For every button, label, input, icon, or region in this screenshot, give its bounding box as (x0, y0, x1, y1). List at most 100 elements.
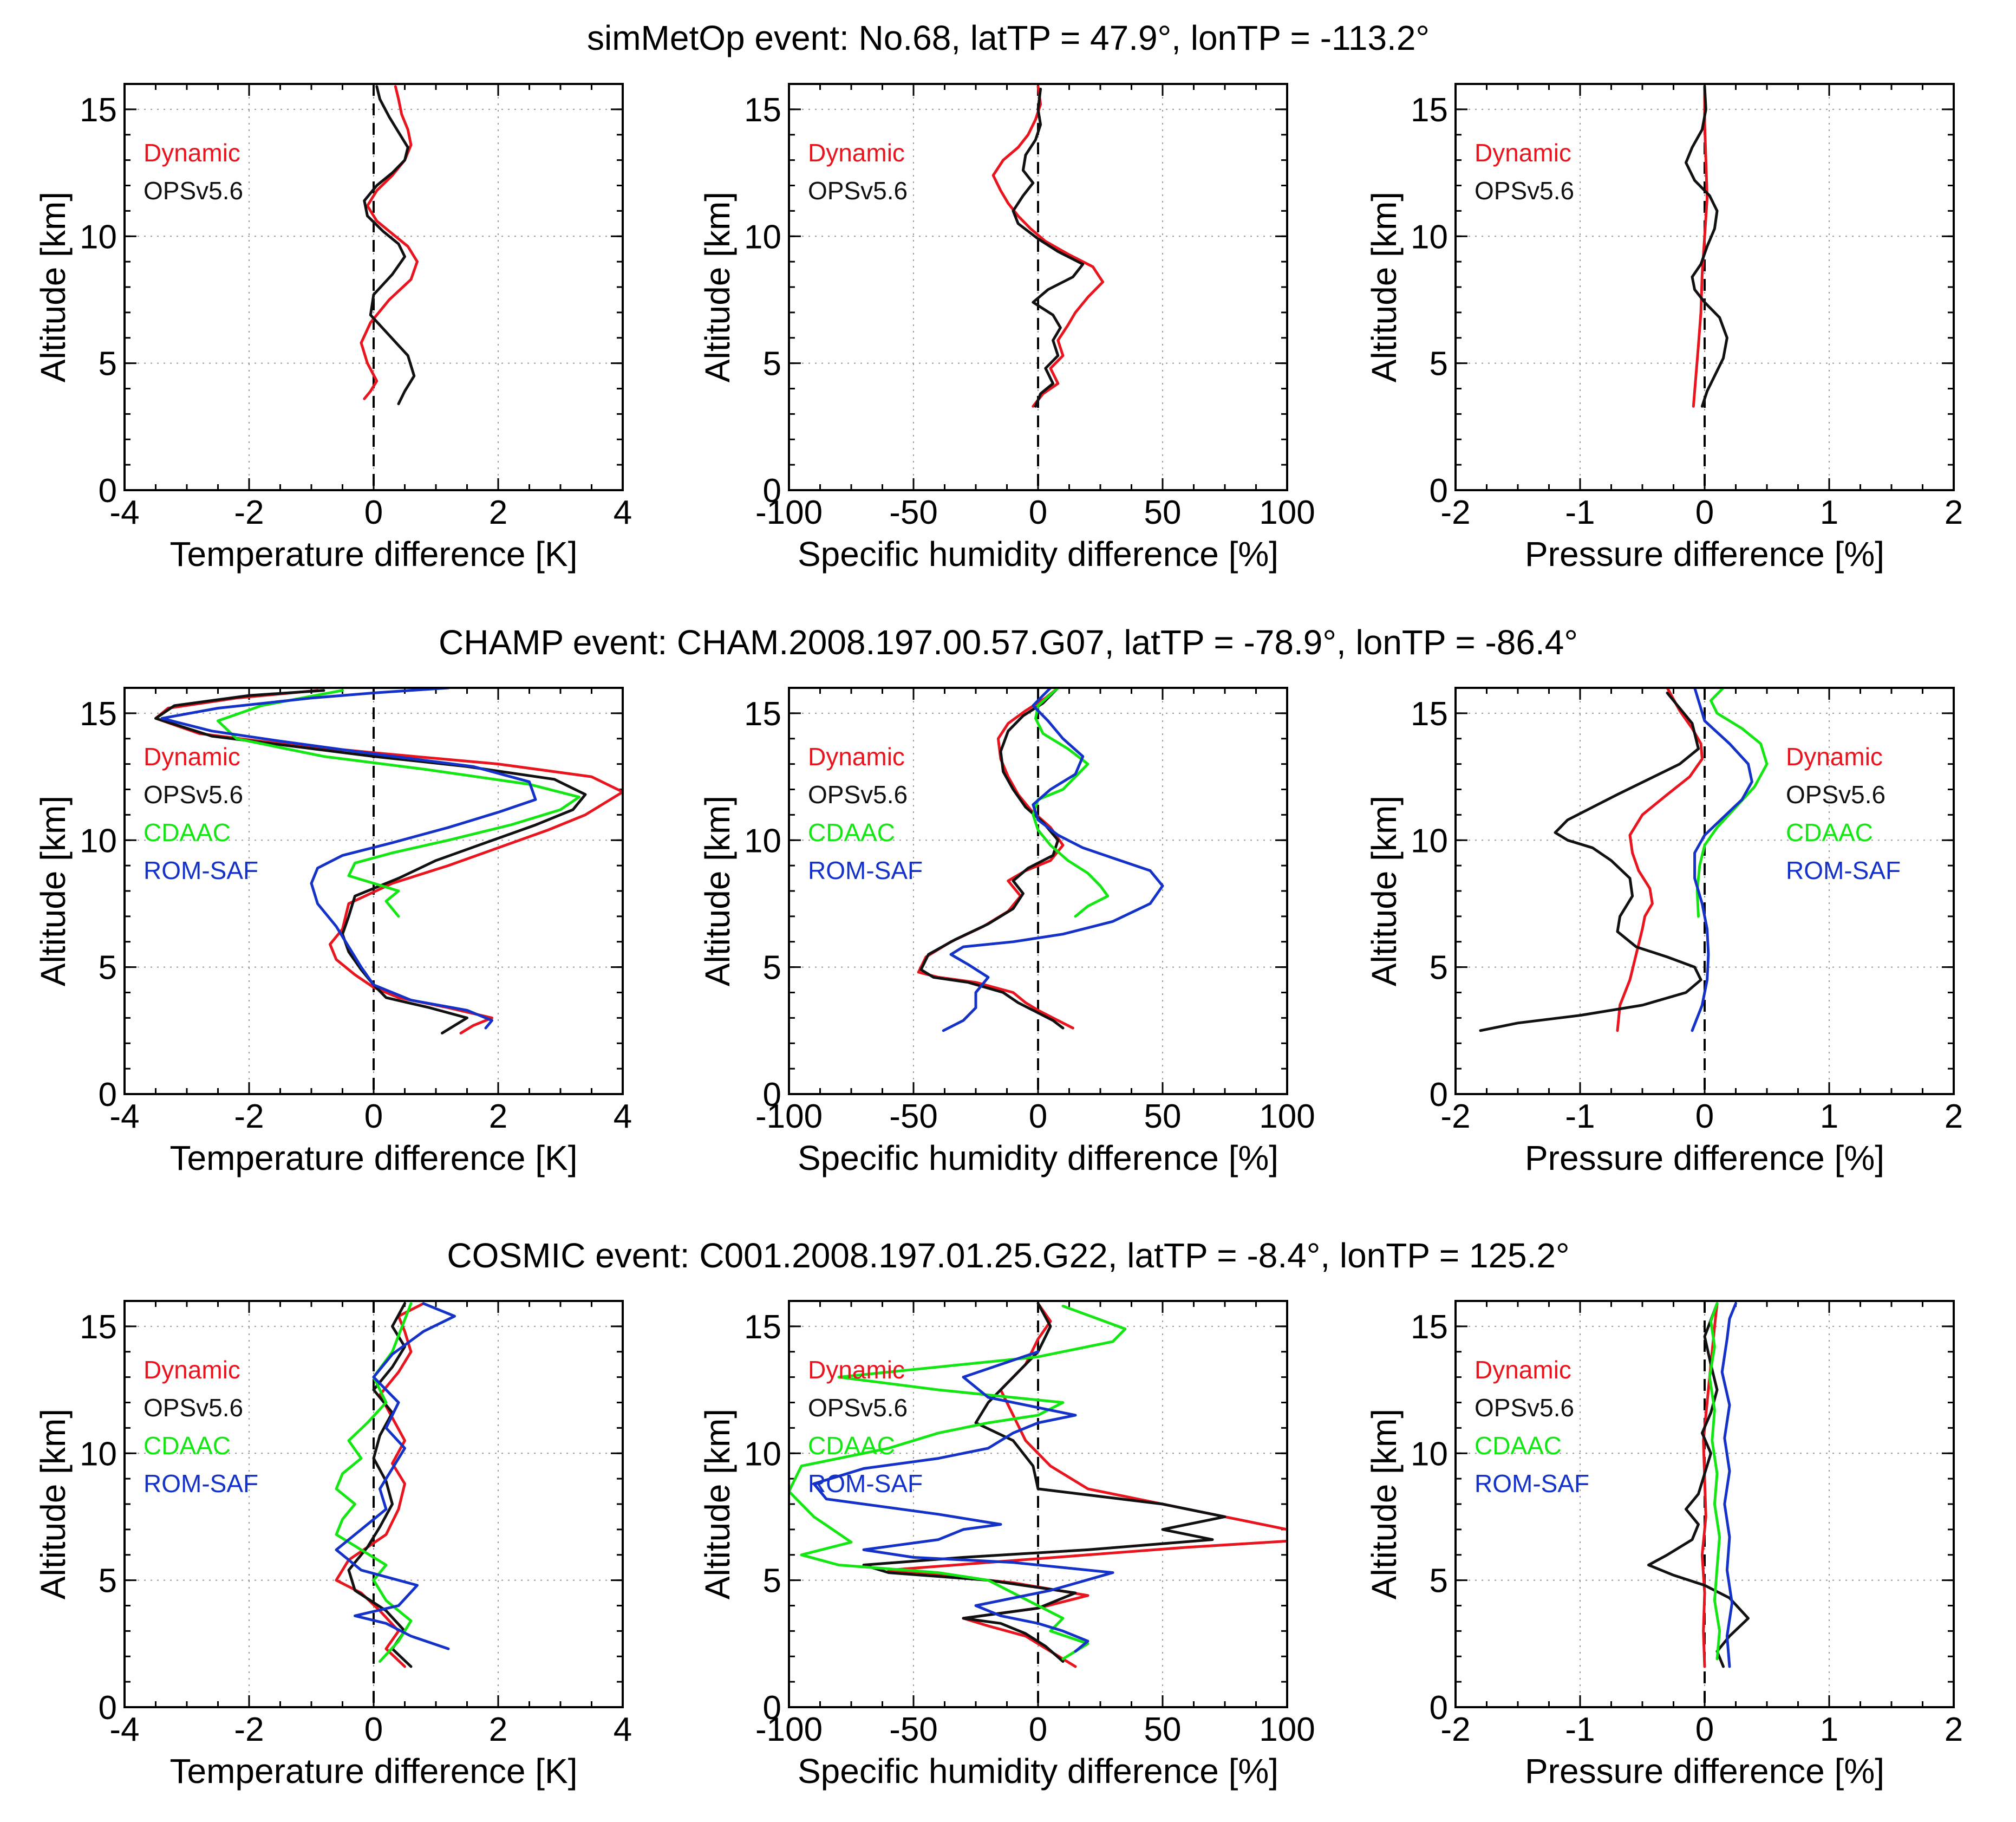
x-tick-label: -2 (234, 494, 264, 531)
y-tick-label: 0 (99, 1689, 117, 1727)
y-axis-label: Altitude [km] (34, 1409, 73, 1599)
series-line-opsv5-6 (154, 689, 587, 1034)
x-tick-label: -1 (1565, 1098, 1595, 1135)
row-title-cosmic: COSMIC event: C001.2008.197.01.25.G22, l… (447, 1236, 1569, 1275)
x-tick-label: 0 (1029, 494, 1047, 531)
y-tick-label: 15 (80, 695, 117, 733)
series-group (1685, 85, 1728, 408)
x-tick-label: 100 (1259, 1711, 1315, 1748)
series-line-opsv5-6 (1685, 85, 1728, 408)
x-tick-label: 4 (614, 494, 632, 531)
x-tick-label: 2 (489, 1711, 507, 1748)
x-tick-label: -4 (109, 1098, 139, 1135)
y-tick-label: 5 (763, 346, 781, 383)
series-line-rom-saf (812, 1350, 1114, 1653)
series-line-opsv5-6 (1647, 1302, 1750, 1668)
y-tick-label: 10 (80, 822, 117, 860)
x-tick-label: 0 (364, 1711, 383, 1748)
x-tick-label: -2 (1440, 1711, 1470, 1748)
x-axis-label: Temperature difference [K] (170, 535, 578, 574)
legend-entry: CDAAC (143, 818, 231, 847)
x-tick-label: -2 (1440, 1098, 1470, 1135)
y-tick-label: 5 (99, 949, 117, 987)
x-tick-label: 4 (614, 1098, 632, 1135)
y-axis-label: Altitude [km] (698, 796, 737, 986)
legend-entry: Dynamic (808, 139, 905, 167)
legend-entry: Dynamic (1475, 1356, 1571, 1384)
series-line-opsv5-6 (1479, 691, 1702, 1032)
x-tick-label: -1 (1565, 1711, 1595, 1748)
y-axis-label: Altitude [km] (34, 192, 73, 382)
series-group (335, 1302, 456, 1668)
y-axis-label: Altitude [km] (1365, 796, 1404, 986)
y-tick-label: 5 (99, 1563, 117, 1600)
x-tick-label: -4 (109, 1711, 139, 1748)
legend-entry: Dynamic (143, 1356, 240, 1384)
series-group (789, 1302, 1287, 1668)
y-tick-label: 0 (1430, 472, 1448, 510)
series-line-opsv5-6 (862, 1302, 1226, 1663)
x-tick-label: 2 (1945, 494, 1963, 531)
legend-entry: OPSv5.6 (808, 780, 908, 809)
x-axis-label: Temperature difference [K] (170, 1138, 578, 1177)
panel-2-0: -4 -2 0 2 4 0 5 10 15 Dynamic OPSv5.6 CDAAC ROM-SAF T… (34, 1300, 632, 1791)
x-tick-label: 0 (1695, 494, 1714, 531)
plot-frame (1454, 1300, 1955, 1708)
series-group (917, 688, 1164, 1032)
x-tick-label: 0 (1029, 1098, 1047, 1135)
x-tick-label: 4 (614, 1711, 632, 1748)
series-line-dynamic (991, 85, 1105, 408)
legend-entry: OPSv5.6 (143, 1394, 243, 1422)
x-tick-label: -4 (109, 494, 139, 531)
series-line-rom-saf (1720, 1302, 1737, 1668)
legend-entry: OPSv5.6 (143, 177, 243, 205)
x-axis-label: Temperature difference [K] (170, 1752, 578, 1791)
series-line-dynamic (917, 688, 1074, 1030)
legend-entry: Dynamic (808, 1356, 905, 1384)
x-tick-label: -50 (889, 1711, 938, 1748)
y-tick-label: 10 (1411, 218, 1448, 256)
y-axis-label: Altitude [km] (34, 796, 73, 986)
plot-frame (1454, 83, 1955, 491)
y-tick-label: 0 (1430, 1076, 1448, 1114)
x-tick-label: 1 (1820, 1711, 1838, 1748)
legend-entry: Dynamic (1475, 139, 1571, 167)
x-tick-label: 0 (364, 494, 383, 531)
legend-entry: ROM-SAF (808, 1469, 923, 1498)
y-tick-label: 0 (99, 1076, 117, 1114)
panel-0-2: -2 -1 0 1 2 0 5 10 15 Dynamic OPSv5.6 Pressure diff… (1365, 83, 1963, 574)
series-line-cdaac (1695, 688, 1769, 918)
series-line-opsv5-6 (1012, 87, 1085, 408)
x-tick-label: -2 (1440, 494, 1470, 531)
y-tick-label: 5 (763, 949, 781, 987)
y-tick-label: 15 (744, 1309, 781, 1346)
panel-0-1: -100 -50 0 50 100 0 5 10 15 Dynamic OPSv5.6 Specifi… (698, 83, 1315, 574)
series-line-dynamic (360, 85, 419, 400)
legend-entry: OPSv5.6 (808, 177, 908, 205)
panel-1-1: -100 -50 0 50 100 0 5 10 15 Dynamic OPSv5.6 CDAAC RO… (698, 687, 1315, 1177)
legend-entry: CDAAC (1786, 818, 1873, 847)
y-tick-label: 15 (80, 92, 117, 129)
series-group (154, 688, 623, 1034)
x-tick-label: -50 (889, 1098, 938, 1135)
series-line-rom-saf (942, 688, 1164, 1032)
y-tick-label: 10 (80, 1435, 117, 1473)
panel-0-0: -4 -2 0 2 4 0 5 10 15 Dynamic OPSv5.6 Temperature d… (34, 83, 632, 574)
legend-entry: ROM-SAF (1475, 1469, 1589, 1498)
panel-1-0: -4 -2 0 2 4 0 5 10 15 Dynamic OPSv5.6 CDAAC ROM-SAF T… (34, 687, 632, 1177)
series-line-rom-saf (335, 1302, 456, 1650)
y-tick-label: 10 (744, 218, 781, 256)
legend-entry: OPSv5.6 (808, 1394, 908, 1422)
row-title-simmetop: simMetOp event: No.68, latTP = 47.9°, lo… (587, 18, 1430, 57)
plot-frame (123, 83, 624, 491)
y-tick-label: 15 (80, 1309, 117, 1346)
plot-frame (123, 687, 624, 1095)
x-axis-label: Pressure difference [%] (1525, 1752, 1884, 1791)
x-tick-label: 1 (1820, 494, 1838, 531)
plot-frame (1454, 687, 1955, 1095)
legend-entry: OPSv5.6 (143, 780, 243, 809)
y-tick-label: 15 (744, 92, 781, 129)
plot-frame (788, 687, 1288, 1095)
plot-frame (123, 1300, 624, 1708)
